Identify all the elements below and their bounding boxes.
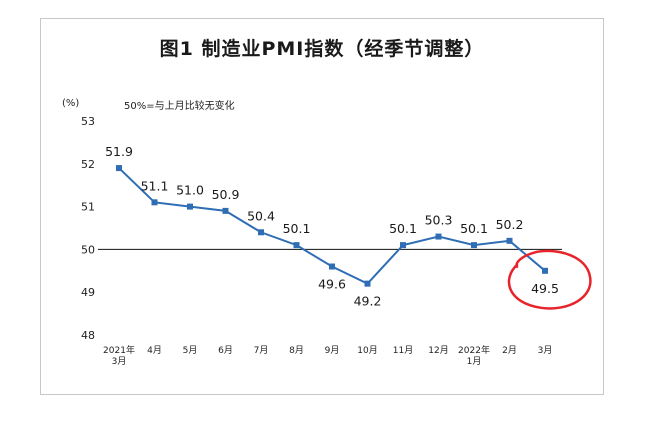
chart-frame — [40, 18, 604, 395]
data-label: 51.9 — [105, 144, 133, 159]
x-tick-label: 7月 — [254, 345, 269, 356]
data-point — [542, 267, 548, 274]
data-points — [116, 165, 548, 287]
x-tick-label: 2022年 — [458, 344, 490, 356]
x-tick-label: 2月 — [502, 345, 517, 356]
data-point — [400, 242, 406, 249]
data-point — [222, 207, 229, 214]
y-tick-label: 50 — [81, 243, 95, 256]
y-tick-label: 52 — [81, 158, 95, 171]
data-label: 49.2 — [354, 294, 382, 309]
x-tick-label: 5月 — [183, 345, 198, 356]
baseline-note: 50%=与上月比较无变化 — [124, 101, 235, 112]
chart-title: 图1 制造业PMI指数（经季节调整） — [159, 38, 485, 60]
data-point — [329, 263, 335, 270]
data-label: 50.3 — [425, 213, 453, 228]
data-label: 50.9 — [212, 187, 240, 202]
data-point — [258, 229, 264, 236]
data-point — [116, 165, 122, 172]
data-label: 49.5 — [531, 281, 559, 296]
x-tick-label: 4月 — [147, 345, 162, 356]
y-tick-label: 48 — [81, 329, 95, 342]
data-labels: 51.9 51.1 51.0 50.9 50.4 50.1 49.6 49.2 50.1 50.3… — [105, 144, 559, 309]
x-tick-label: 6月 — [218, 345, 233, 356]
y-axis: 53 52 51 50 49 48 — [81, 115, 95, 342]
data-label: 51.0 — [176, 183, 204, 198]
data-label: 50.2 — [496, 217, 524, 232]
data-label: 49.6 — [318, 277, 346, 292]
highlight-annotation — [507, 249, 592, 310]
y-tick-label: 53 — [81, 115, 95, 128]
x-tick-label: 10月 — [357, 345, 377, 356]
data-label: 50.1 — [283, 221, 311, 236]
y-unit-label: (%) — [62, 98, 80, 109]
y-tick-label: 51 — [81, 201, 95, 214]
x-tick-label: 12月 — [428, 345, 448, 356]
data-label: 50.4 — [247, 208, 275, 223]
data-point — [151, 199, 158, 206]
data-point — [435, 233, 442, 240]
x-tick-label: 9月 — [325, 345, 340, 356]
x-tick-label: 2021年 — [103, 344, 135, 356]
data-point — [293, 242, 300, 249]
x-tick-label: 11月 — [393, 345, 413, 356]
highlight-circle — [507, 249, 592, 310]
data-point — [364, 280, 371, 287]
x-tick-label: 3月 — [112, 356, 127, 367]
data-point — [471, 242, 477, 249]
x-tick-label: 3月 — [538, 345, 553, 356]
data-point — [506, 237, 513, 244]
data-label: 51.1 — [141, 178, 169, 193]
x-tick-label: 1月 — [467, 356, 482, 367]
y-tick-label: 49 — [81, 286, 95, 299]
data-label: 50.1 — [389, 221, 417, 236]
data-point — [187, 203, 193, 210]
data-label: 50.1 — [460, 221, 488, 236]
x-tick-label: 8月 — [289, 345, 304, 356]
